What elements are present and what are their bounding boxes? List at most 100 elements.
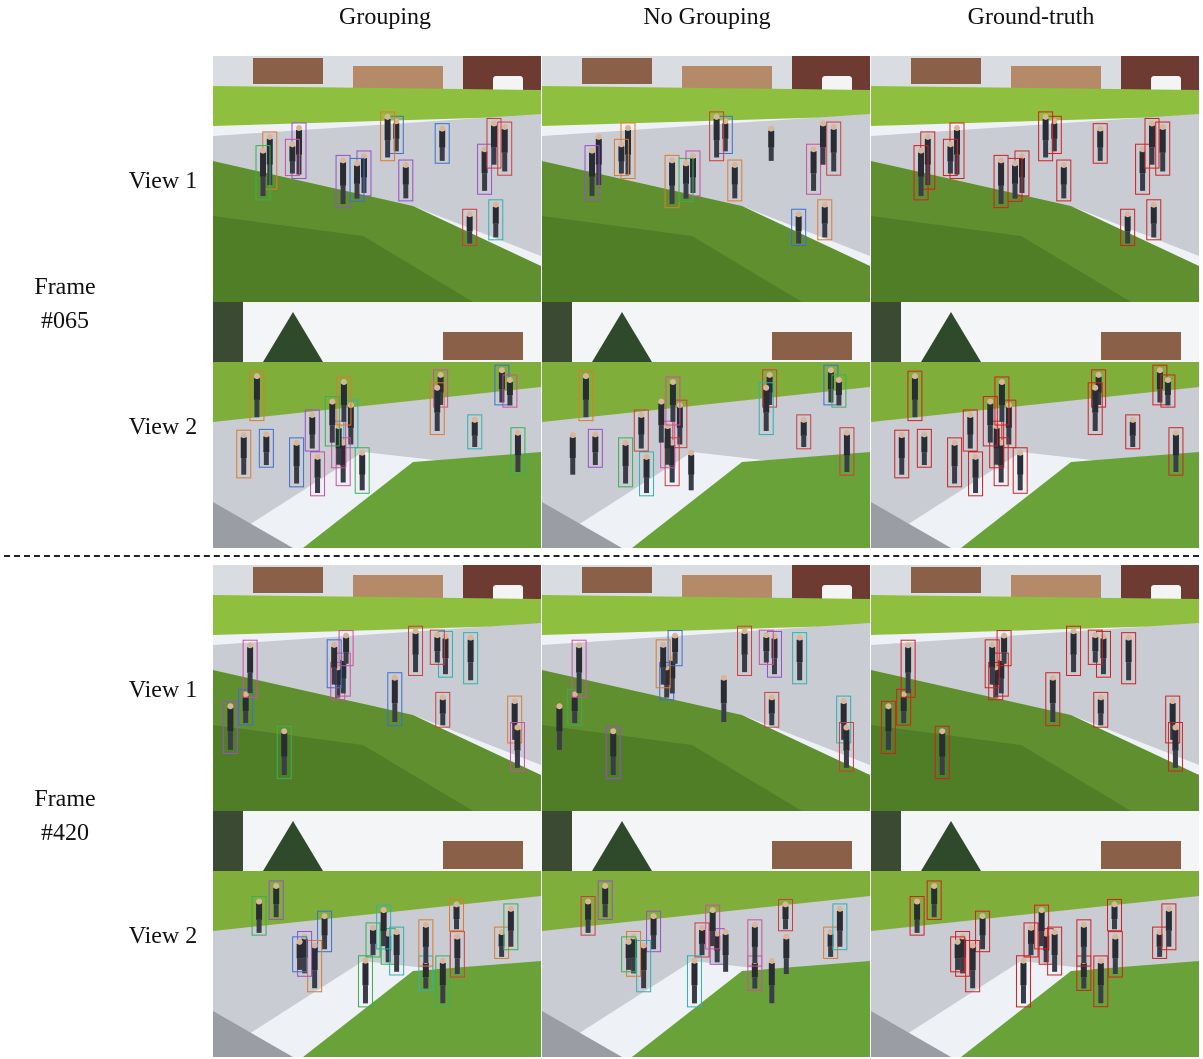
bounding-box [580, 896, 596, 936]
person [1172, 724, 1179, 768]
bounding-box [686, 955, 702, 1008]
person [989, 641, 996, 685]
bounding-box [705, 904, 721, 950]
bounding-box [907, 370, 923, 422]
scene-image-frame065-view2-grouping [213, 302, 541, 548]
person [669, 157, 676, 205]
bounding-box [618, 437, 634, 488]
person [843, 724, 850, 768]
bounding-box [449, 898, 465, 932]
bounding-box [806, 143, 822, 195]
bounding-box [655, 639, 671, 689]
person [585, 898, 592, 933]
person [1112, 933, 1119, 975]
person [1060, 162, 1067, 199]
bounding-box [1120, 208, 1136, 247]
person [576, 642, 583, 694]
person [492, 201, 499, 238]
person [467, 634, 474, 681]
bounding-box [762, 369, 778, 408]
scene-image-frame065-view2-no-grouping [542, 302, 870, 548]
column-header-no-grouping: No Grouping [643, 4, 771, 30]
bounding-box [838, 721, 854, 772]
person [247, 642, 254, 694]
person [660, 641, 667, 685]
bounding-box [1144, 117, 1160, 169]
bounding-box [488, 199, 504, 241]
view-label-frame065-view2: View 2 [128, 414, 198, 440]
person [256, 898, 263, 933]
bounding-box [633, 409, 649, 452]
bounding-box [962, 409, 978, 452]
bounding-box [839, 427, 855, 476]
bounding-box [796, 414, 812, 450]
frame-label-065: Frame #065 [0, 270, 130, 338]
scene-svg [542, 302, 870, 548]
person [1111, 901, 1118, 930]
bounding-box [934, 725, 950, 780]
bounding-box [747, 919, 763, 967]
bounding-box [429, 382, 445, 436]
bounding-box [778, 898, 794, 932]
scene-image-frame065-view1-ground-truth [871, 56, 1199, 302]
person [602, 882, 609, 918]
person [1097, 957, 1104, 1004]
person [610, 728, 617, 776]
person [592, 431, 599, 466]
bounding-box [1107, 898, 1123, 932]
person [1097, 125, 1104, 161]
person [827, 367, 834, 403]
frame-label-line2: #420 [41, 820, 89, 846]
person [830, 124, 837, 172]
person [289, 141, 296, 174]
bounding-box [307, 939, 323, 993]
bounding-box [357, 955, 373, 1008]
bounding-box [758, 629, 774, 665]
person [643, 453, 650, 494]
bounding-box [326, 639, 342, 689]
bounding-box [1155, 121, 1171, 176]
bounding-box [1076, 919, 1092, 967]
view-label-frame065-view1: View 1 [128, 168, 198, 194]
bounding-box [398, 159, 414, 202]
person [353, 160, 360, 199]
person [273, 882, 280, 918]
person [370, 924, 377, 956]
bounding-box [826, 121, 842, 176]
person [439, 957, 446, 1004]
bounding-box [694, 922, 710, 958]
bounding-box [896, 688, 912, 726]
person [1148, 120, 1155, 165]
person [571, 691, 578, 724]
person [987, 398, 994, 443]
person [625, 938, 632, 970]
bounding-box [222, 700, 238, 754]
person [741, 628, 748, 673]
person [311, 942, 318, 989]
bounding-box [982, 396, 998, 447]
person [969, 942, 976, 989]
person [954, 938, 961, 970]
person [1051, 929, 1058, 972]
bounding-box [597, 880, 613, 920]
person [731, 162, 738, 199]
person [434, 384, 441, 431]
person [638, 411, 645, 449]
bounding-box [989, 420, 1005, 469]
scene-svg [213, 56, 541, 302]
bounding-box [926, 880, 942, 920]
person [911, 373, 918, 418]
bounding-box [338, 630, 354, 667]
bounding-box [584, 145, 600, 201]
person [1139, 146, 1146, 191]
person [763, 632, 770, 663]
bounding-box [1093, 691, 1109, 728]
bounding-box [429, 629, 445, 665]
person [835, 376, 842, 406]
bounding-box [1007, 157, 1023, 202]
bounding-box [509, 721, 525, 772]
bounding-box [1093, 955, 1109, 1008]
scene-image-frame420-view1-grouping [213, 565, 541, 811]
scene-image-frame065-view2-ground-truth [871, 302, 1199, 548]
person [453, 901, 460, 930]
